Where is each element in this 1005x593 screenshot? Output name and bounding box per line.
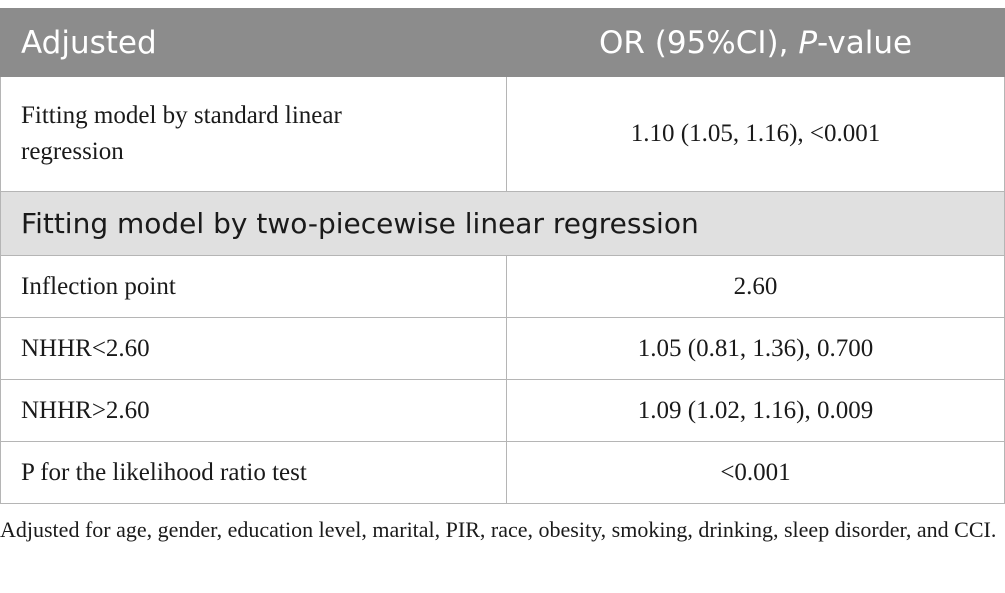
section-title: Fitting model by two-piecewise linear re… [0, 191, 1005, 256]
row-label: NHHR<2.60 [0, 317, 507, 380]
row-value: 1.10 (1.05, 1.16), <0.001 [506, 76, 1005, 192]
row-label: Inflection point [0, 255, 507, 318]
header-or-ci-label: OR (95%CI), [598, 24, 799, 61]
header-value-label: -value [817, 24, 913, 61]
header-or-ci-pvalue: OR (95%CI), P-value [506, 8, 1005, 77]
row-value: 2.60 [506, 255, 1005, 318]
header-p-italic: P [798, 24, 818, 61]
row-label: Fitting model by standard linear regress… [0, 76, 507, 192]
table-row: Inflection point 2.60 [0, 255, 1005, 318]
table-row: NHHR<2.60 1.05 (0.81, 1.36), 0.700 [0, 317, 1005, 380]
table-row: NHHR>2.60 1.09 (1.02, 1.16), 0.009 [0, 379, 1005, 442]
table-header-row: Adjusted OR (95%CI), P-value [0, 8, 1005, 77]
header-adjusted: Adjusted [0, 8, 507, 77]
section-row-two-piecewise: Fitting model by two-piecewise linear re… [0, 191, 1005, 256]
row-value: 1.09 (1.02, 1.16), 0.009 [506, 379, 1005, 442]
row-value: 1.05 (0.81, 1.36), 0.700 [506, 317, 1005, 380]
table-footnote: Adjusted for age, gender, education leve… [0, 517, 997, 542]
results-table: Adjusted OR (95%CI), P-value Fitting mod… [0, 8, 1005, 504]
row-label: NHHR>2.60 [0, 379, 507, 442]
table-row-standard-linear: Fitting model by standard linear regress… [0, 76, 1005, 192]
table-row: P for the likelihood ratio test <0.001 [0, 441, 1005, 504]
row-value: <0.001 [506, 441, 1005, 504]
row-label: P for the likelihood ratio test [0, 441, 507, 504]
